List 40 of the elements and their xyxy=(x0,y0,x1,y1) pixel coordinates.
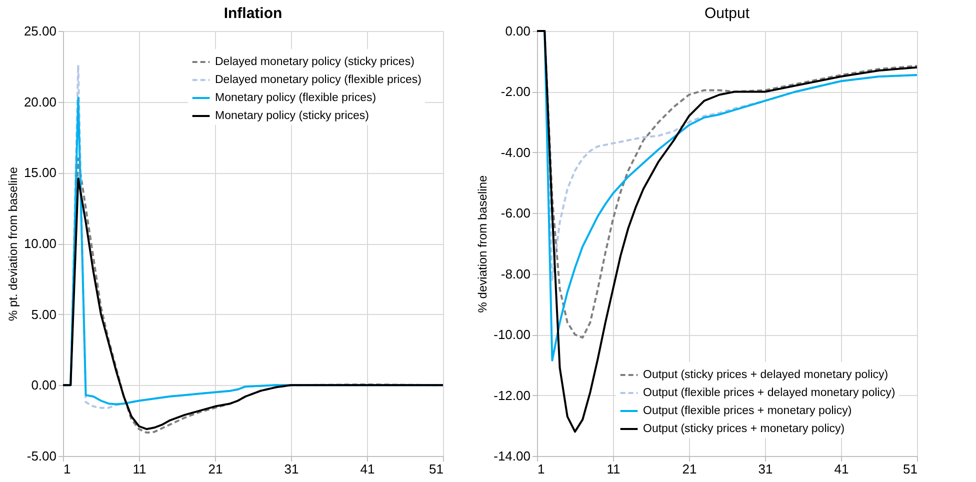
y-tick-label: 0.00 xyxy=(31,378,56,393)
x-tick-label: 31 xyxy=(284,462,299,476)
legend-label: Delayed monetary policy (sticky prices) xyxy=(215,56,415,68)
y-tick-label: 0.00 xyxy=(505,24,530,38)
legend-label: Delayed monetary policy (flexible prices) xyxy=(215,74,422,86)
y-tick-label: -4.00 xyxy=(500,144,530,160)
x-tick-label: 1 xyxy=(64,462,71,476)
y-tick-label: -2.00 xyxy=(500,84,530,100)
y-tick-label: -10.00 xyxy=(494,327,530,342)
x-tick-label: 51 xyxy=(429,462,444,476)
y-tick-label: 10.00 xyxy=(24,236,56,251)
x-tick-label: 21 xyxy=(682,462,697,476)
chart-title: Output xyxy=(704,5,750,22)
x-tick-label: 11 xyxy=(132,462,146,476)
chart-title: Inflation xyxy=(224,5,282,22)
y-tick-label: -12.00 xyxy=(494,388,530,403)
x-tick-label: 41 xyxy=(360,462,375,476)
y-axis-title: % pt. deviation from baseline xyxy=(6,166,20,322)
x-tick-label: 51 xyxy=(903,462,918,476)
x-tick-label: 1 xyxy=(538,462,545,476)
x-tick-label: 11 xyxy=(606,462,620,476)
x-tick-label: 31 xyxy=(758,462,773,476)
y-tick-label: -8.00 xyxy=(500,266,530,282)
legend-label: Output (flexible prices + monetary policy) xyxy=(643,405,852,417)
x-tick-label: 41 xyxy=(834,462,849,476)
x-tick-label: 21 xyxy=(208,462,223,476)
y-tick-label: -6.00 xyxy=(500,206,530,221)
y-axis-title: % deviation from baseline xyxy=(476,174,490,313)
legend-label: Monetary policy (sticky prices) xyxy=(215,110,370,122)
legend-label: Monetary policy (flexible prices) xyxy=(215,92,376,104)
legend-label: Output (sticky prices + monetary policy) xyxy=(643,423,845,435)
y-tick-label: -5.00 xyxy=(26,448,56,464)
y-tick-label: 5.00 xyxy=(31,306,56,322)
legend-label: Output (flexible prices + delayed monetary policy) xyxy=(643,387,896,399)
legend-label: Output (sticky prices + delayed monetary policy) xyxy=(643,369,888,381)
y-tick-label: 15.00 xyxy=(24,165,56,180)
line-series xyxy=(536,30,918,433)
y-tick-label: -14.00 xyxy=(494,448,530,464)
y-tick-label: 25.00 xyxy=(24,24,56,38)
y-tick-label: 20.00 xyxy=(24,94,56,110)
